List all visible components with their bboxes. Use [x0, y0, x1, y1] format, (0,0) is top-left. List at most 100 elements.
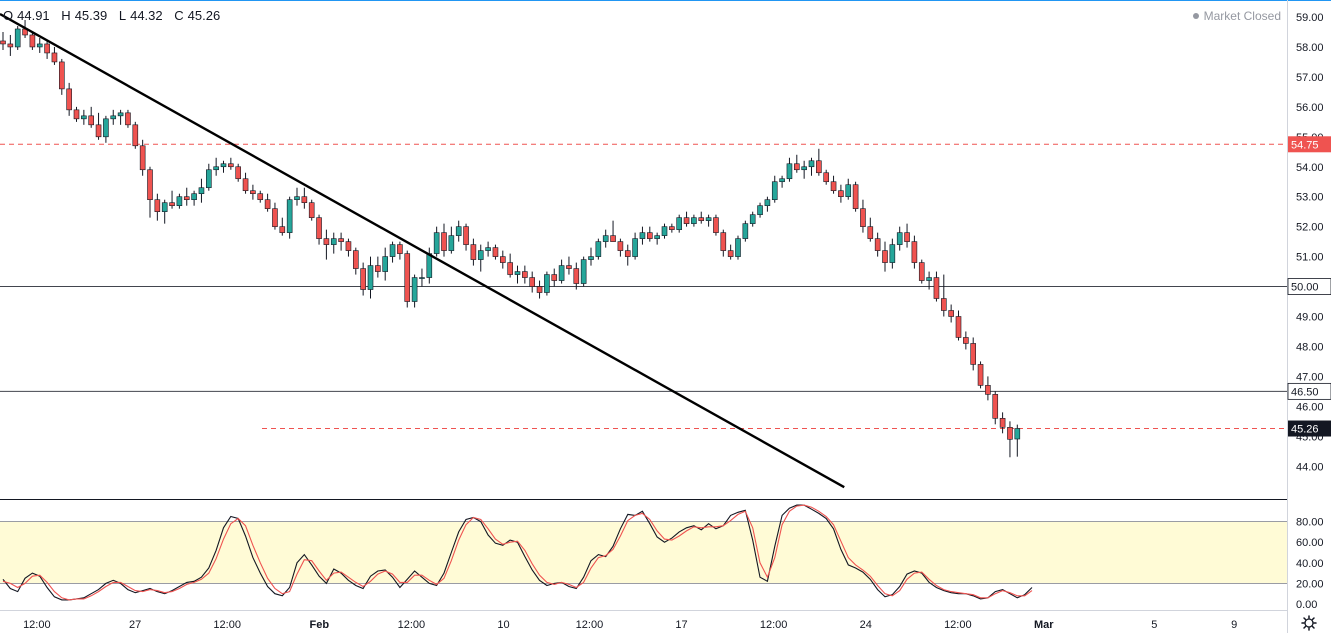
candle-body [742, 223, 749, 239]
ohlc-legend: O 44.91 H 45.39 L 44.32 C 45.26 [3, 8, 228, 23]
candle-body [419, 277, 425, 279]
candle-body [117, 112, 124, 117]
candle-body [816, 160, 822, 174]
candle-body [338, 238, 344, 242]
candle-body [882, 250, 888, 263]
candle-body [345, 241, 352, 251]
candle-body [426, 253, 433, 278]
candle-body [169, 202, 175, 206]
stoch-d-line [2, 504, 1033, 601]
candle-body [198, 187, 205, 195]
candle-body [963, 337, 969, 344]
candle-body [95, 124, 102, 138]
level-label: 46.50 [1291, 386, 1319, 398]
candle-body [867, 226, 874, 239]
candle-body [58, 61, 65, 90]
time-tick-label: 27 [129, 619, 141, 631]
level-label: 50.00 [1291, 282, 1319, 294]
candle-body [860, 208, 866, 227]
candle-body [220, 163, 227, 168]
price-tick-label: 59.00 [1296, 12, 1324, 24]
candle-body [1014, 428, 1021, 440]
candle-body [206, 169, 212, 189]
price-tick-label: 49.00 [1296, 312, 1324, 324]
price-tick-label: 52.00 [1296, 222, 1324, 234]
candle-body [147, 169, 153, 200]
stoch-band [0, 521, 1287, 584]
candle-body [441, 232, 447, 251]
candle-body [786, 163, 793, 180]
candle-body [250, 190, 256, 195]
gear-icon[interactable] [1301, 615, 1317, 631]
candle-body [213, 166, 219, 171]
candle-body [477, 250, 484, 260]
ohlc-open: O 44.91 [3, 8, 50, 23]
candle-body [977, 364, 984, 386]
candle-body [463, 226, 469, 245]
candle-body [985, 385, 991, 395]
candle-body [183, 196, 190, 200]
candle-body [698, 217, 705, 221]
price-tick-label: 48.00 [1296, 341, 1324, 353]
status-dot-icon [1192, 13, 1199, 19]
candle-body [970, 343, 977, 365]
time-tick-label: 17 [675, 619, 687, 631]
time-tick-label: 24 [860, 619, 872, 631]
stoch-tick-label: 80.00 [1296, 517, 1324, 529]
candle-body [999, 418, 1006, 428]
stoch-k-line [2, 504, 1033, 601]
level-label-box [1287, 382, 1331, 400]
time-tick-label: Mar [1034, 619, 1054, 631]
candle-body [713, 217, 719, 233]
candle-body [992, 394, 999, 419]
candle-body [602, 235, 609, 242]
stoch-tick-label: 20.00 [1296, 578, 1324, 590]
candle-body [918, 262, 925, 281]
ohlc-low: L 44.32 [118, 8, 163, 23]
candle-body [948, 310, 954, 317]
candle-body [44, 43, 50, 54]
candle-body [88, 115, 94, 126]
level-label-box [1287, 278, 1331, 295]
price-tick-label: 47.00 [1296, 371, 1324, 383]
ohlc-high: H 45.39 [61, 8, 108, 23]
time-tick-label: 12:00 [23, 619, 51, 631]
candle-body [1007, 427, 1013, 440]
candle-body [566, 265, 572, 269]
candle-body [926, 277, 932, 281]
candle-body [455, 226, 462, 236]
stoch-tick-label: 60.00 [1296, 537, 1324, 549]
candle-body [448, 235, 455, 251]
candle-body [838, 190, 844, 198]
candle-body [522, 271, 528, 278]
candle-body [433, 232, 440, 254]
candle-body [191, 193, 197, 200]
market-status-text: Market Closed [1203, 9, 1281, 23]
candle-body [624, 250, 631, 257]
candle-body [720, 232, 727, 251]
time-tick-label: 12:00 [213, 619, 241, 631]
candle-body [896, 232, 903, 245]
level-label-box [1288, 420, 1331, 437]
candle-body [691, 217, 697, 224]
candle-body [36, 43, 43, 48]
price-tick-label: 44.00 [1296, 461, 1324, 473]
candle-body [793, 163, 800, 171]
candle-body [279, 226, 286, 233]
candle-body [51, 52, 58, 63]
candle-body [242, 178, 249, 192]
stoch-tick-label: 0.00 [1296, 599, 1317, 611]
candle-body [470, 244, 477, 260]
candle-body [66, 88, 72, 111]
candle-body [955, 316, 962, 338]
candle-body [705, 217, 712, 221]
candle-body [301, 196, 308, 203]
candle-body [404, 253, 411, 302]
candle-body [771, 181, 778, 200]
candle-body [536, 286, 543, 293]
candle-body [595, 241, 602, 257]
candle-body [367, 265, 374, 290]
candle-body [514, 271, 521, 275]
